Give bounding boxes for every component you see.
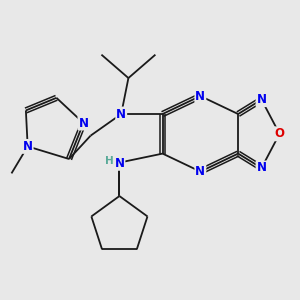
Text: N: N: [114, 157, 124, 170]
Text: N: N: [23, 140, 33, 153]
Text: N: N: [256, 161, 266, 175]
Text: N: N: [195, 89, 206, 103]
Text: N: N: [256, 93, 266, 106]
Text: H: H: [105, 156, 114, 166]
Text: N: N: [116, 107, 126, 121]
Text: N: N: [78, 116, 88, 130]
Text: N: N: [195, 165, 206, 178]
Text: O: O: [274, 127, 284, 140]
